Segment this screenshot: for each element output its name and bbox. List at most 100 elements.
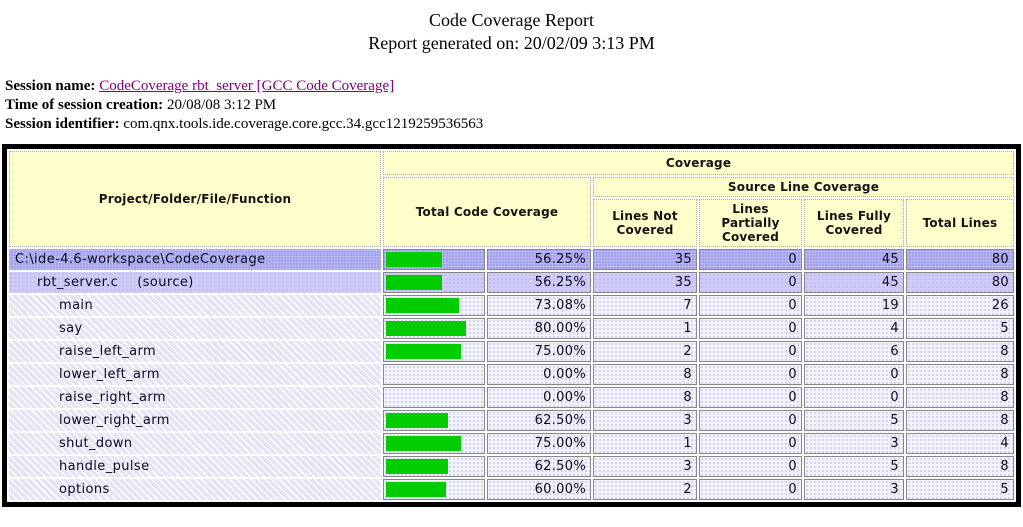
cell-lines-not-covered: 8 bbox=[592, 387, 697, 408]
coverage-table: Project/Folder/File/Function Coverage To… bbox=[2, 144, 1021, 507]
table-row: lower_left_arm 0.00% 8 0 0 8 bbox=[9, 364, 1014, 385]
table-row: say 80.00% 1 0 4 5 bbox=[9, 318, 1014, 339]
session-info-block: Session name: CodeCoverage rbt_server [G… bbox=[5, 77, 1023, 134]
cell-lines-not-covered: 1 bbox=[592, 318, 697, 339]
cell-percent: 56.25% bbox=[486, 272, 591, 293]
coverage-bar bbox=[385, 321, 466, 336]
col-header-lines-fully-covered: Lines Fully Covered bbox=[803, 199, 904, 247]
col-header-lines-not-covered: Lines Not Covered bbox=[592, 199, 697, 247]
cell-lines-fully-covered: 3 bbox=[803, 479, 904, 500]
cell-name: rbt_server.c (source) bbox=[9, 272, 381, 293]
cell-name: lower_right_arm bbox=[9, 410, 381, 431]
cell-name: say bbox=[9, 318, 381, 339]
session-id-value: com.qnx.tools.ide.coverage.core.gcc.34.g… bbox=[123, 116, 484, 132]
cell-name: raise_left_arm bbox=[9, 341, 381, 362]
coverage-bar bbox=[385, 436, 461, 451]
cell-total-lines: 8 bbox=[905, 456, 1014, 477]
table-row: raise_right_arm 0.00% 8 0 0 8 bbox=[9, 387, 1014, 408]
coverage-bar-cell bbox=[382, 249, 485, 270]
cell-percent: 75.00% bbox=[486, 433, 591, 454]
coverage-bar-cell bbox=[382, 433, 485, 454]
coverage-bar bbox=[385, 252, 443, 267]
table-row: shut_down 75.00% 1 0 3 4 bbox=[9, 433, 1014, 454]
coverage-bar-cell bbox=[382, 456, 485, 477]
table-row: rbt_server.c (source) 56.25% 35 0 45 80 bbox=[9, 272, 1014, 293]
cell-total-lines: 8 bbox=[905, 364, 1014, 385]
cell-lines-partially-covered: 0 bbox=[698, 249, 802, 270]
coverage-bar bbox=[385, 275, 443, 290]
cell-lines-fully-covered: 0 bbox=[803, 387, 904, 408]
page-subtitle: Report generated on: 20/02/09 3:13 PM bbox=[368, 33, 655, 53]
table-row: raise_left_arm 75.00% 2 0 6 8 bbox=[9, 341, 1014, 362]
cell-lines-not-covered: 3 bbox=[592, 456, 697, 477]
cell-lines-partially-covered: 0 bbox=[698, 433, 802, 454]
session-time-label: Time of session creation: bbox=[5, 97, 164, 113]
coverage-bar-cell bbox=[382, 387, 485, 408]
cell-percent: 0.00% bbox=[486, 387, 591, 408]
cell-lines-fully-covered: 3 bbox=[803, 433, 904, 454]
session-name-link[interactable]: CodeCoverage rbt_server [GCC Code Covera… bbox=[99, 78, 395, 94]
cell-lines-partially-covered: 0 bbox=[698, 341, 802, 362]
cell-name: options bbox=[9, 479, 381, 500]
cell-percent: 56.25% bbox=[486, 249, 591, 270]
cell-lines-fully-covered: 4 bbox=[803, 318, 904, 339]
coverage-bar-cell bbox=[382, 295, 485, 316]
cell-percent: 62.50% bbox=[486, 456, 591, 477]
coverage-bar-cell bbox=[382, 410, 485, 431]
cell-lines-fully-covered: 45 bbox=[803, 249, 904, 270]
coverage-bar bbox=[385, 482, 446, 497]
cell-percent: 0.00% bbox=[486, 364, 591, 385]
cell-total-lines: 8 bbox=[905, 341, 1014, 362]
cell-total-lines: 8 bbox=[905, 387, 1014, 408]
cell-lines-partially-covered: 0 bbox=[698, 456, 802, 477]
cell-lines-partially-covered: 0 bbox=[698, 479, 802, 500]
cell-name: handle_pulse bbox=[9, 456, 381, 477]
cell-total-lines: 8 bbox=[905, 410, 1014, 431]
cell-total-lines: 5 bbox=[905, 479, 1014, 500]
cell-lines-partially-covered: 0 bbox=[698, 410, 802, 431]
col-header-total-lines: Total Lines bbox=[905, 199, 1014, 247]
col-header-source-line-coverage-group: Source Line Coverage bbox=[592, 177, 1014, 197]
session-time-line: Time of session creation: 20/08/08 3:12 … bbox=[5, 96, 1023, 115]
cell-lines-partially-covered: 0 bbox=[698, 364, 802, 385]
session-id-line: Session identifier: com.qnx.tools.ide.co… bbox=[5, 115, 1023, 134]
cell-lines-fully-covered: 5 bbox=[803, 456, 904, 477]
coverage-bar bbox=[385, 344, 461, 359]
page-title: Code Coverage Report bbox=[429, 10, 594, 30]
cell-percent: 75.00% bbox=[486, 341, 591, 362]
coverage-bar-cell bbox=[382, 479, 485, 500]
coverage-bar-cell bbox=[382, 272, 485, 293]
session-time-value: 20/08/08 3:12 PM bbox=[166, 97, 277, 113]
cell-percent: 62.50% bbox=[486, 410, 591, 431]
table-row: main 73.08% 7 0 19 26 bbox=[9, 295, 1014, 316]
cell-total-lines: 80 bbox=[905, 272, 1014, 293]
coverage-report-page: { "page": { "title": "Code Coverage Repo… bbox=[0, 9, 1023, 527]
cell-lines-not-covered: 3 bbox=[592, 410, 697, 431]
cell-lines-partially-covered: 0 bbox=[698, 387, 802, 408]
cell-lines-not-covered: 35 bbox=[592, 272, 697, 293]
cell-lines-fully-covered: 6 bbox=[803, 341, 904, 362]
cell-name: main bbox=[9, 295, 381, 316]
coverage-bar bbox=[385, 298, 460, 313]
cell-lines-fully-covered: 45 bbox=[803, 272, 904, 293]
cell-lines-not-covered: 7 bbox=[592, 295, 697, 316]
session-name-line: Session name: CodeCoverage rbt_server [G… bbox=[5, 77, 1023, 96]
coverage-bar-cell bbox=[382, 364, 485, 385]
cell-lines-not-covered: 8 bbox=[592, 364, 697, 385]
table-row: C:\ide-4.6-workspace\CodeCoverage 56.25%… bbox=[9, 249, 1014, 270]
coverage-bar-cell bbox=[382, 318, 485, 339]
cell-percent: 80.00% bbox=[486, 318, 591, 339]
table-row: lower_right_arm 62.50% 3 0 5 8 bbox=[9, 410, 1014, 431]
cell-name: lower_left_arm bbox=[9, 364, 381, 385]
col-header-lines-partially-covered: Lines Partially Covered bbox=[698, 199, 802, 247]
cell-name: shut_down bbox=[9, 433, 381, 454]
cell-name: raise_right_arm bbox=[9, 387, 381, 408]
cell-lines-not-covered: 2 bbox=[592, 479, 697, 500]
cell-percent: 60.00% bbox=[486, 479, 591, 500]
coverage-bar bbox=[385, 459, 449, 474]
cell-total-lines: 80 bbox=[905, 249, 1014, 270]
cell-total-lines: 26 bbox=[905, 295, 1014, 316]
col-header-total-code-coverage: Total Code Coverage bbox=[382, 177, 591, 247]
cell-lines-partially-covered: 0 bbox=[698, 318, 802, 339]
table-row: handle_pulse 62.50% 3 0 5 8 bbox=[9, 456, 1014, 477]
